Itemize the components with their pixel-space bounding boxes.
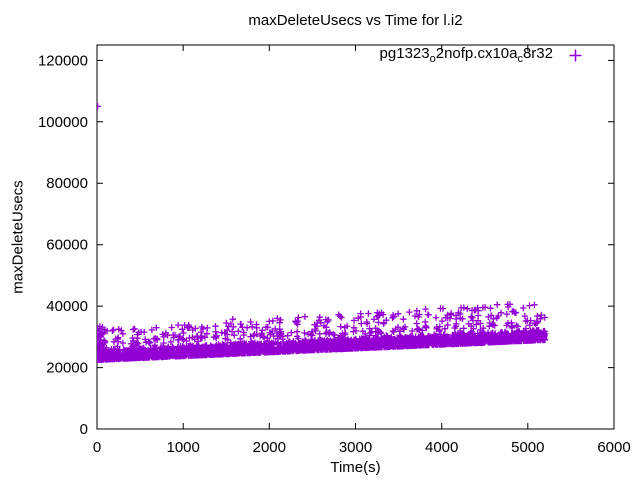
svg-text:100000: 100000 [38, 114, 88, 131]
plus-marker-icon [569, 49, 582, 61]
svg-text:20000: 20000 [46, 360, 88, 377]
svg-text:0: 0 [80, 421, 88, 438]
svg-text:120000: 120000 [38, 52, 88, 69]
svg-text:60000: 60000 [46, 237, 88, 254]
legend-series-label: pg1323o2nofp.cx10ac8r32 [379, 45, 553, 65]
svg-text:6000: 6000 [597, 439, 630, 456]
x-axis-label: Time(s) [330, 459, 381, 476]
svg-text:4000: 4000 [425, 439, 458, 456]
svg-text:40000: 40000 [46, 298, 88, 315]
svg-text:5000: 5000 [511, 439, 544, 456]
svg-text:0: 0 [93, 439, 101, 456]
svg-text:80000: 80000 [46, 175, 88, 192]
svg-text:2000: 2000 [253, 439, 286, 456]
legend: pg1323o2nofp.cx10ac8r32 [97, 45, 582, 65]
svg-text:1000: 1000 [167, 439, 200, 456]
svg-text:3000: 3000 [339, 439, 372, 456]
chart-title: maxDeleteUsecs vs Time for l.i2 [248, 12, 463, 29]
